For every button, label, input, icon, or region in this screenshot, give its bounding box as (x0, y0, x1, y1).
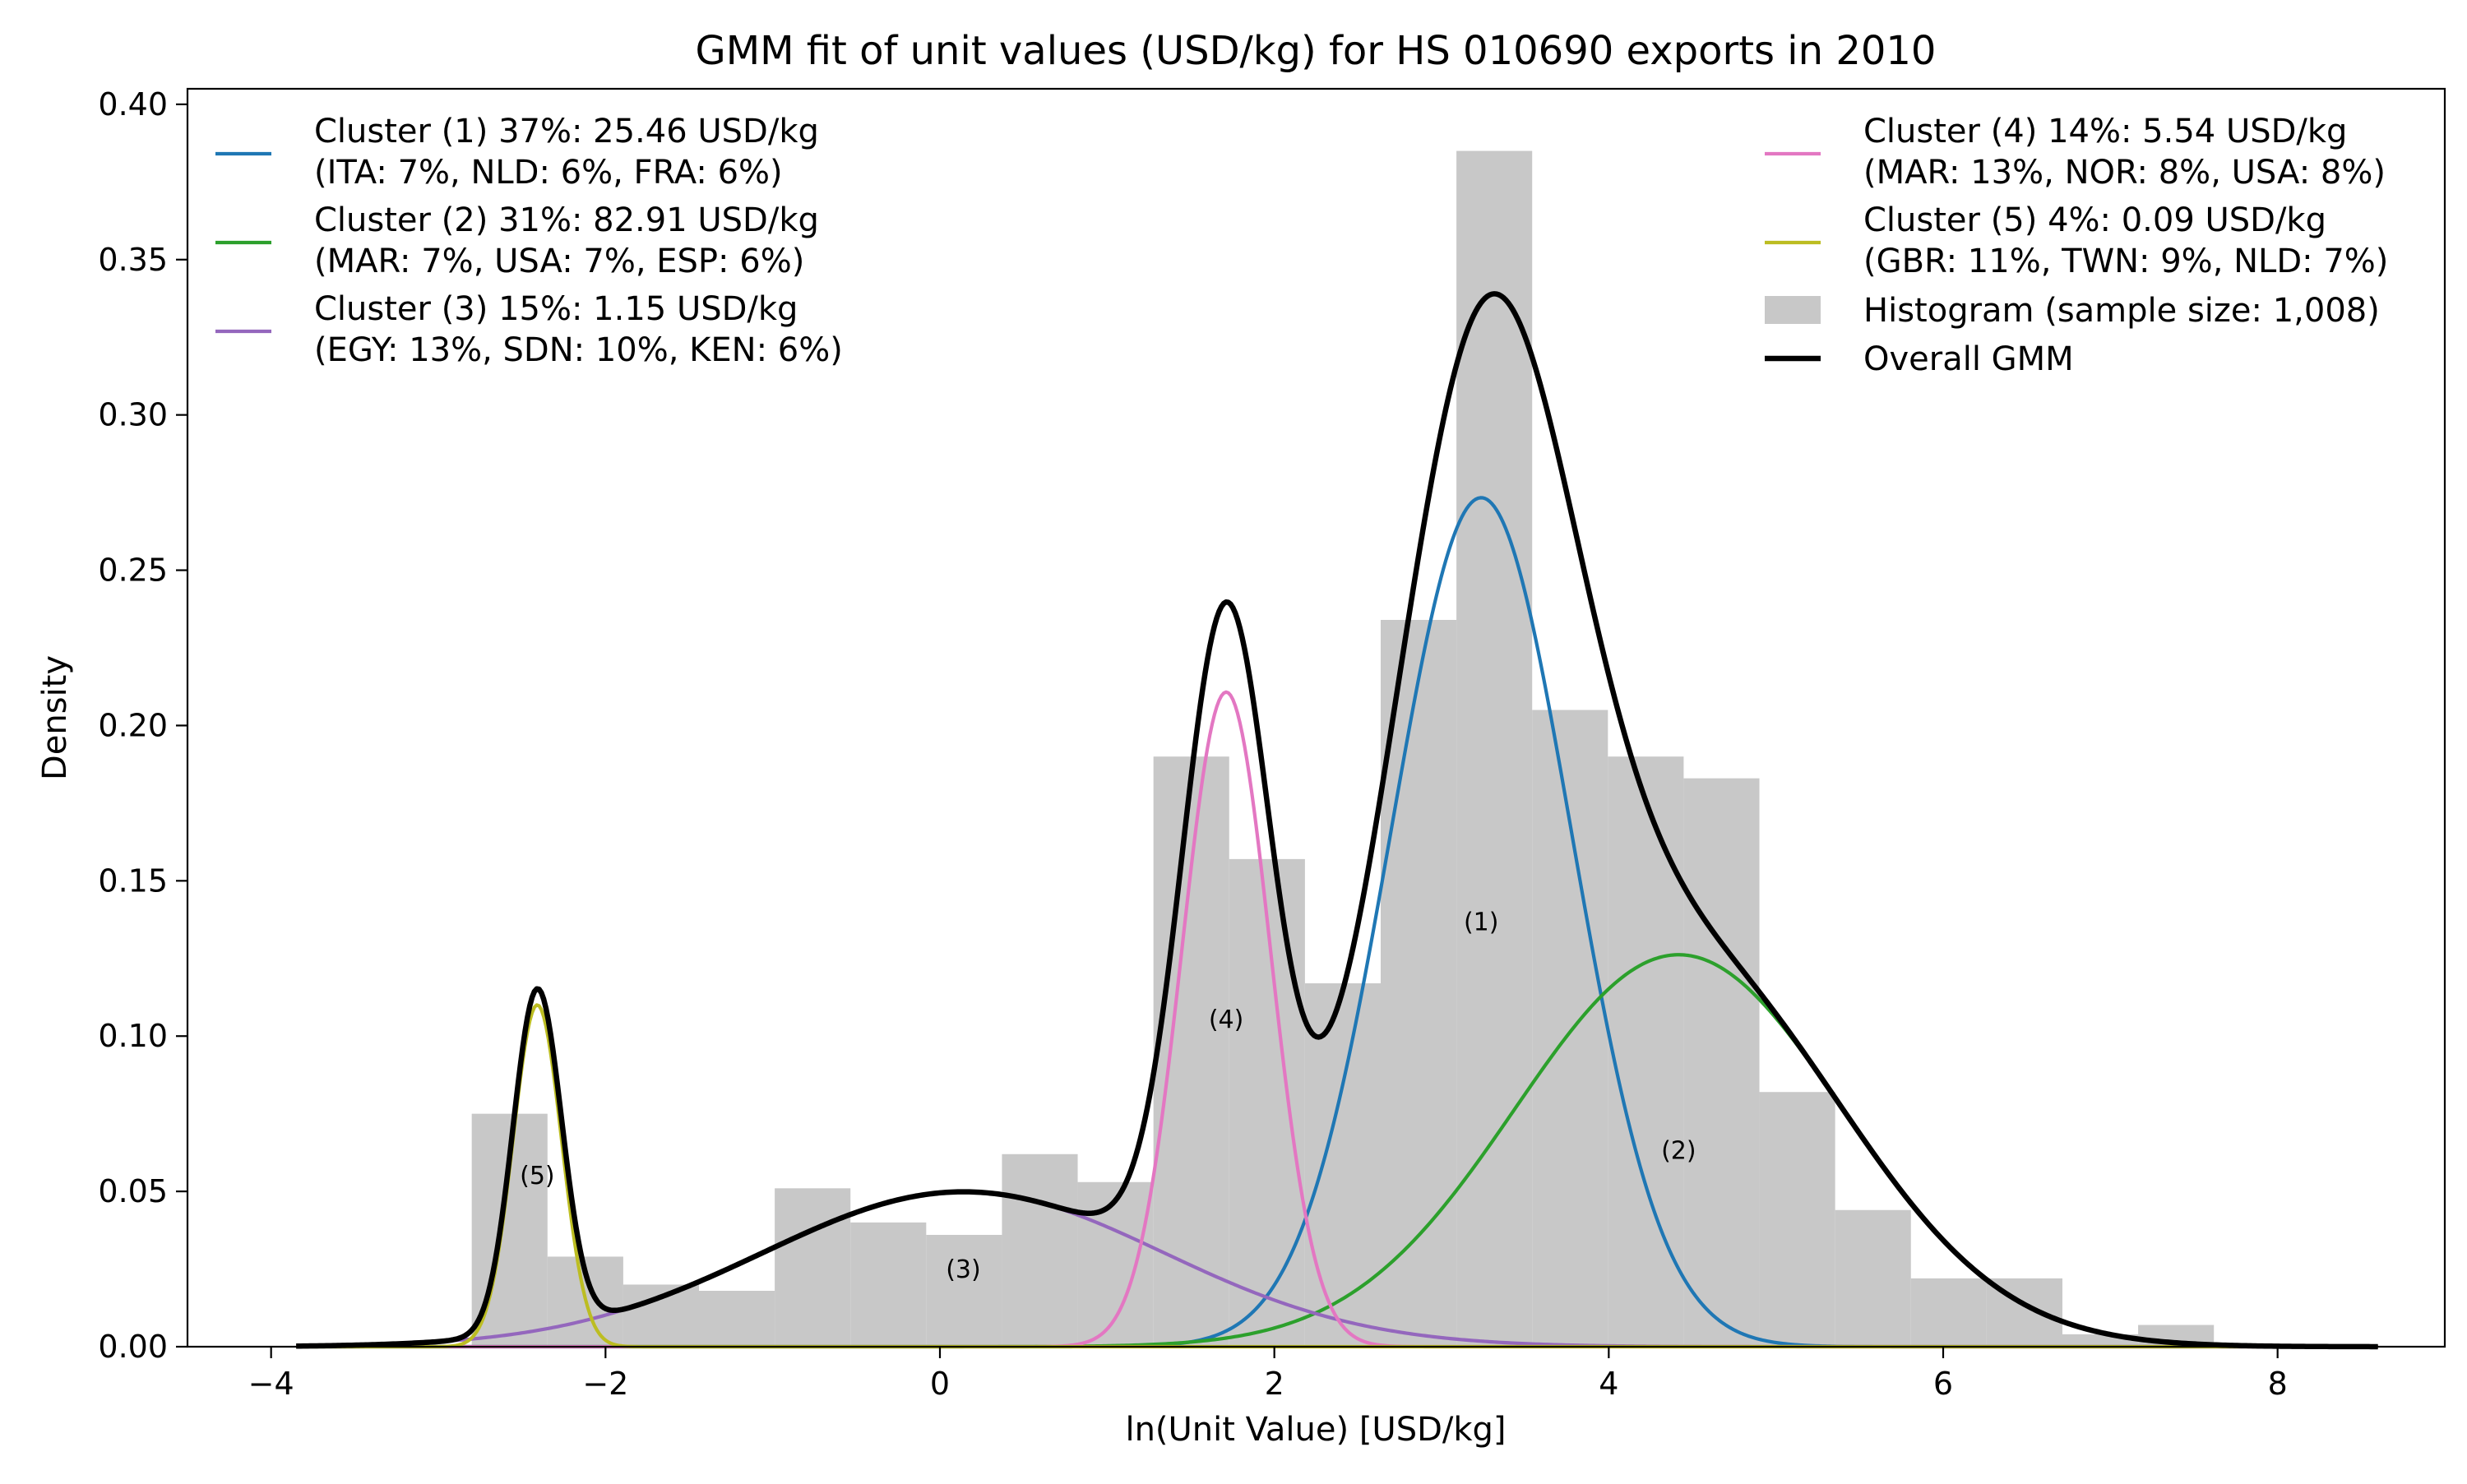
y-tick-label: 0.30 (98, 397, 168, 433)
histogram-bar (1759, 1092, 1835, 1347)
y-tick-label: 0.25 (98, 552, 168, 589)
x-axis-ticks: −4 −2 0 2 4 6 8 (248, 1347, 2288, 1402)
chart-title: GMM fit of unit values (USD/kg) for HS 0… (696, 28, 1937, 74)
x-axis-label: ln(Unit Value) [USD/kg] (1125, 1411, 1506, 1449)
histogram-bars (471, 150, 2215, 1348)
x-tick-label: 0 (930, 1366, 950, 1402)
x-tick-label: −2 (582, 1366, 628, 1402)
cluster-marker-label: (1) (1464, 908, 1499, 937)
histogram-bar (1835, 1209, 1911, 1347)
legend-label: Cluster (4) 14%: 5.54 USD/kg (1863, 113, 2347, 150)
y-tick-label: 0.15 (98, 862, 168, 899)
legend-label: Cluster (1) 37%: 25.46 USD/kg (314, 113, 819, 150)
legend-label: Histogram (sample size: 1,008) (1863, 292, 2380, 330)
x-tick-label: 6 (1933, 1366, 1953, 1402)
histogram-bar (1304, 983, 1381, 1347)
legend-swatch-histogram (1765, 296, 1821, 324)
cluster-marker-label: (2) (1661, 1137, 1696, 1166)
legend-label-detail: (ITA: 7%, NLD: 6%, FRA: 6%) (314, 154, 783, 192)
y-tick-label: 0.00 (98, 1329, 168, 1365)
histogram-bar (1683, 778, 1760, 1347)
histogram-bar (850, 1222, 927, 1347)
x-tick-label: −4 (248, 1366, 294, 1402)
cluster-markers: (1) (2) (3) (4) (5) (520, 908, 1696, 1284)
y-tick-label: 0.05 (98, 1173, 168, 1209)
histogram-bar (1910, 1278, 1987, 1347)
x-tick-label: 4 (1599, 1366, 1618, 1402)
legend-label-detail: (MAR: 13%, NOR: 8%, USA: 8%) (1863, 154, 2386, 192)
legend-label: Cluster (3) 15%: 1.15 USD/kg (314, 290, 798, 328)
legend-label-detail: (EGY: 13%, SDN: 10%, KEN: 6%) (314, 331, 843, 369)
histogram-bar (623, 1284, 699, 1347)
y-axis-ticks: 0.00 0.05 0.10 0.15 0.20 0.25 0.30 0.35 0.40 (98, 86, 187, 1365)
y-tick-label: 0.20 (98, 707, 168, 743)
histogram-bar (1153, 756, 1229, 1347)
histogram-bar (775, 1188, 851, 1347)
cluster-marker-label: (3) (946, 1255, 981, 1284)
legend-right: Cluster (4) 14%: 5.54 USD/kg (MAR: 13%, N… (1765, 113, 2388, 378)
histogram-bar (1002, 1153, 1078, 1347)
legend-label-detail: (GBR: 11%, TWN: 9%, NLD: 7%) (1863, 243, 2388, 280)
histogram-bar (926, 1235, 1002, 1347)
y-tick-label: 0.35 (98, 242, 168, 278)
y-tick-label: 0.40 (98, 86, 168, 123)
cluster-marker-label: (4) (1209, 1006, 1244, 1034)
histogram-bar (1380, 620, 1457, 1347)
cluster-marker-label: (5) (520, 1162, 555, 1190)
histogram-bar (1077, 1181, 1154, 1347)
legend-label: Cluster (2) 31%: 82.91 USD/kg (314, 201, 819, 239)
series-line-overall-gmm (295, 291, 2379, 1350)
histogram-bar (1229, 858, 1305, 1347)
x-tick-label: 8 (2268, 1366, 2288, 1402)
legend-label-detail: (MAR: 7%, USA: 7%, ESP: 6%) (314, 243, 804, 280)
legend-left: Cluster (1) 37%: 25.46 USD/kg (ITA: 7%, N… (215, 113, 843, 369)
y-tick-label: 0.10 (98, 1018, 168, 1054)
histogram-bar (1532, 710, 1608, 1347)
histogram-bar (1608, 756, 1684, 1347)
histogram-bar (1456, 150, 1533, 1348)
x-tick-label: 2 (1265, 1366, 1284, 1402)
legend-label: Cluster (5) 4%: 0.09 USD/kg (1863, 201, 2326, 239)
y-axis-label: Density (36, 655, 74, 780)
histogram-bar (698, 1291, 775, 1347)
legend-label: Overall GMM (1863, 340, 2074, 378)
plot-frame (186, 87, 2446, 1348)
